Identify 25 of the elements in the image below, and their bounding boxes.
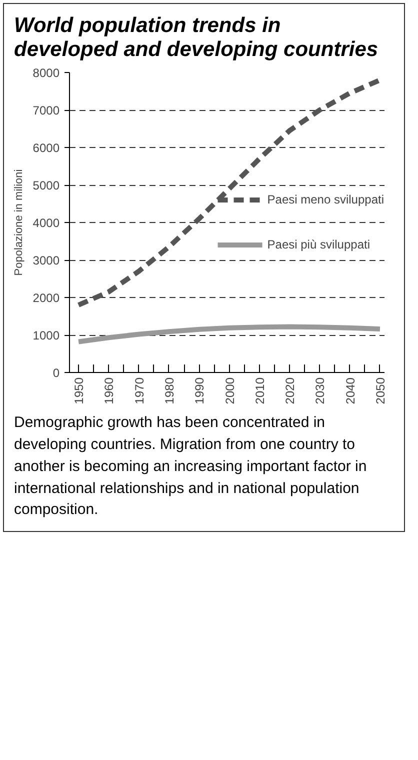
x-tick-label: 1990: [192, 377, 207, 404]
x-tick-label: 1970: [132, 377, 146, 404]
y-tick-label: 5000: [32, 178, 60, 193]
x-tick-label: 2040: [343, 377, 358, 404]
y-tick-label: 8000: [32, 66, 60, 80]
text: Demographic growth has been concentrated in developing countries. Migration from one country to another is becoming an increasing important factor in international relationships and in national population composition.: [14, 413, 368, 520]
y-tick-label: 3000: [32, 254, 60, 268]
y-tick-label: 6000: [32, 141, 60, 156]
x-tick-label: 1960: [102, 377, 116, 404]
y-axis-title: Popolazione in milioni: [12, 170, 25, 276]
y-tick-label: 7000: [32, 104, 60, 118]
x-tick-label: 2000: [222, 377, 237, 404]
x-tick-label: 2050: [373, 377, 388, 404]
x-tick-label: 2010: [252, 377, 267, 404]
y-tick-label: 2000: [32, 291, 60, 306]
y-tick-label: 1000: [32, 328, 60, 343]
y-tick-label: 4000: [32, 216, 60, 230]
x-tick-label: 1950: [72, 377, 86, 404]
x-tick-label: 1980: [162, 377, 176, 404]
chart-title: World population trends in developed and developing countries: [14, 14, 380, 62]
y-tick-label: 0: [52, 366, 60, 380]
legend-label: Paesi meno sviluppati: [267, 192, 384, 207]
x-tick-label: 2030: [313, 377, 328, 404]
legend-label: Paesi più sviluppati: [267, 238, 370, 252]
x-tick-label: 2020: [283, 377, 298, 404]
